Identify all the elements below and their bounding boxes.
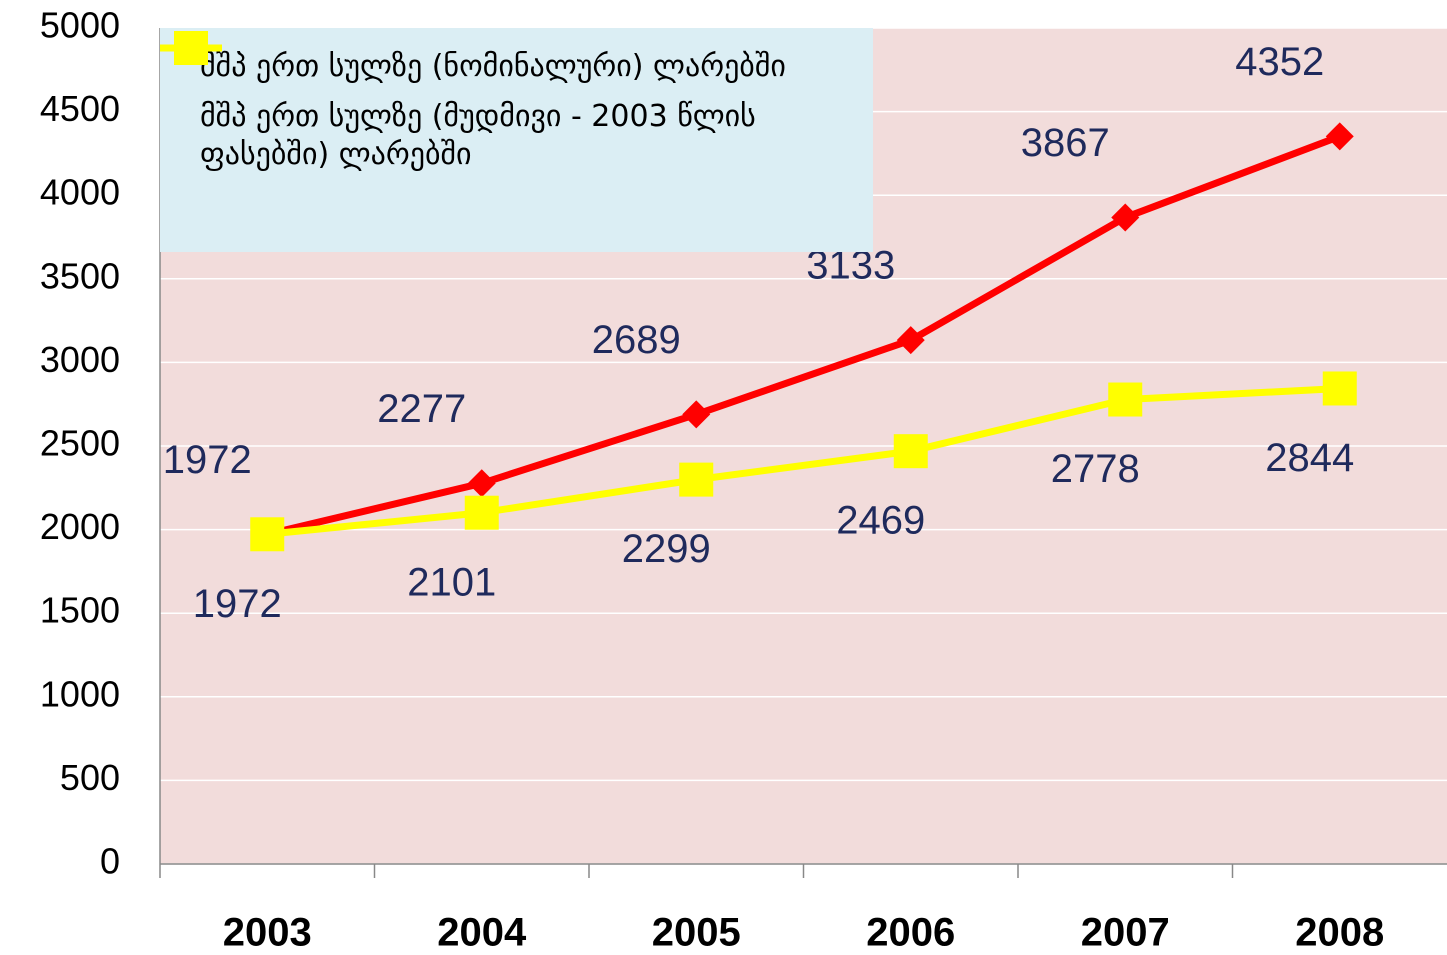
marker <box>250 517 285 552</box>
marker <box>893 434 928 469</box>
y-tick-label: 4000 <box>40 172 120 213</box>
marker <box>1108 382 1143 417</box>
data-label: 2101 <box>407 560 496 604</box>
data-label: 2689 <box>592 318 681 362</box>
legend-swatch <box>160 31 222 65</box>
legend-label: მშპ ერთ სულზე (ნომინალური) ლარებში <box>200 49 786 84</box>
data-label: 1972 <box>193 582 282 626</box>
y-tick-label: 500 <box>60 757 120 798</box>
marker <box>896 326 925 355</box>
x-tick-label: 2006 <box>866 911 955 955</box>
marker <box>682 400 711 429</box>
y-tick-label: 3000 <box>40 339 120 380</box>
data-label: 2778 <box>1051 447 1140 491</box>
x-tick-label: 2005 <box>652 911 741 955</box>
data-label: 4352 <box>1235 40 1324 84</box>
y-tick-label: 0 <box>100 841 120 882</box>
marker <box>464 495 499 530</box>
y-tick-label: 2500 <box>40 423 120 464</box>
marker <box>1111 203 1140 232</box>
series-line <box>266 133 1341 538</box>
data-label: 2844 <box>1265 436 1354 480</box>
data-label: 3867 <box>1021 121 1110 165</box>
y-tick-label: 5000 <box>40 5 120 46</box>
marker <box>679 462 714 497</box>
data-label: 2277 <box>377 387 466 431</box>
marker <box>1325 122 1354 151</box>
legend-item: მშპ ერთ სულზე (ნომინალური) ლარებში <box>160 34 873 86</box>
y-tick-label: 4500 <box>40 88 120 129</box>
marker <box>1322 371 1357 406</box>
data-label: 1972 <box>163 438 252 482</box>
legend-marker <box>174 31 208 65</box>
y-tick-label: 2000 <box>40 506 120 547</box>
x-tick-label: 2007 <box>1081 911 1170 955</box>
y-tick-label: 1000 <box>40 673 120 714</box>
x-tick-label: 2003 <box>223 911 312 955</box>
y-tick-label: 1500 <box>40 590 120 631</box>
legend-label: მშპ ერთ სულზე (მუდმივი - 2003 წლის ფასებ… <box>200 99 756 172</box>
x-tick-label: 2008 <box>1295 911 1384 955</box>
marker <box>467 469 496 498</box>
data-label: 2299 <box>622 527 711 571</box>
data-label: 2469 <box>836 499 925 543</box>
series-line <box>266 384 1340 538</box>
y-tick-label: 3500 <box>40 255 120 296</box>
legend-item: მშპ ერთ სულზე (მუდმივი - 2003 წლის ფასებ… <box>160 31 873 174</box>
x-tick-label: 2004 <box>437 911 527 955</box>
legend: მშპ ერთ სულზე (ნომინალური) ლარებში მშპ ერ… <box>160 28 873 252</box>
